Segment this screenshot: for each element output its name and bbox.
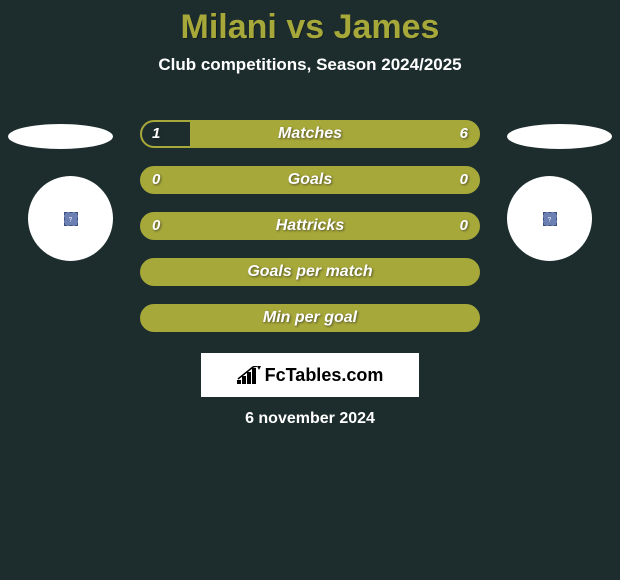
stats-list: Matches16Goals00Hattricks00Goals per mat…: [140, 120, 480, 350]
comparison-card: Milani vs James Club competitions, Seaso…: [0, 0, 620, 580]
stat-row: Matches1 6: [140, 120, 480, 148]
svg-text:?: ?: [68, 216, 72, 223]
stat-row: Hattricks0 0: [140, 212, 480, 240]
stat-row: Min per goal: [140, 304, 480, 332]
stat-right-value: 0: [460, 168, 468, 192]
stat-row: Goals per match: [140, 258, 480, 286]
stat-label: Min per goal: [142, 306, 478, 330]
stat-left-value: 0: [152, 168, 160, 192]
placeholder-icon: ?: [543, 212, 557, 226]
stat-right-value: 6: [460, 122, 468, 146]
player-left-body: ?: [28, 176, 113, 261]
svg-text:?: ?: [547, 216, 551, 223]
brand-text: FcTables.com: [265, 365, 384, 386]
placeholder-icon: ?: [64, 212, 78, 226]
player-right-body: ?: [507, 176, 592, 261]
footer-date: 6 november 2024: [0, 410, 620, 428]
stat-left-value: 1: [152, 122, 160, 146]
brand-logo-icon: [237, 366, 263, 384]
stat-label: Matches: [142, 122, 478, 146]
stat-label: Goals per match: [142, 260, 478, 284]
stat-label: Hattricks: [142, 214, 478, 238]
stat-left-value: 0: [152, 214, 160, 238]
subtitle: Club competitions, Season 2024/2025: [0, 55, 620, 75]
stat-right-value: 0: [460, 214, 468, 238]
brand-badge[interactable]: FcTables.com: [201, 353, 419, 397]
player-left-head: [8, 124, 113, 149]
stat-label: Goals: [142, 168, 478, 192]
stat-row: Goals0 0: [140, 166, 480, 194]
player-right-head: [507, 124, 612, 149]
page-title: Milani vs James: [0, 0, 620, 47]
